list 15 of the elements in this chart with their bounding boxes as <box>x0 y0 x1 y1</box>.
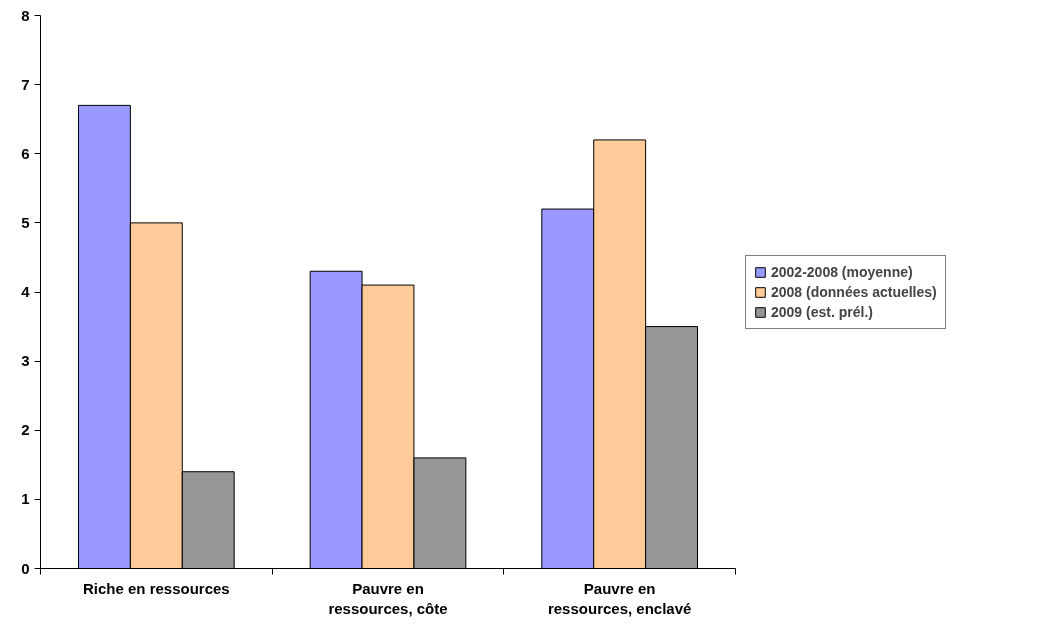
y-tick-label: 6 <box>21 144 30 162</box>
legend-label: 2009 (est. prél.) <box>771 303 873 320</box>
y-tick-label: 4 <box>21 283 31 300</box>
y-tick-label: 3 <box>21 352 30 370</box>
legend-label: 2008 (données actuelles) <box>771 283 937 300</box>
y-tick-label: 8 <box>21 6 30 24</box>
y-tick-label: 2 <box>21 421 30 439</box>
y-tick-label: 5 <box>21 213 30 231</box>
x-tick-label: Riche en ressources <box>82 579 230 597</box>
y-tick-label: 1 <box>21 490 30 508</box>
legend-label: 2002-2008 (moyenne) <box>771 263 913 280</box>
y-tick-label: 7 <box>21 75 30 93</box>
y-tick-label: 0 <box>21 559 30 577</box>
x-tick-label: Pauvre en ressources, enclavé <box>547 579 692 617</box>
x-tick-label: Pauvre en ressources, côte <box>328 579 448 617</box>
